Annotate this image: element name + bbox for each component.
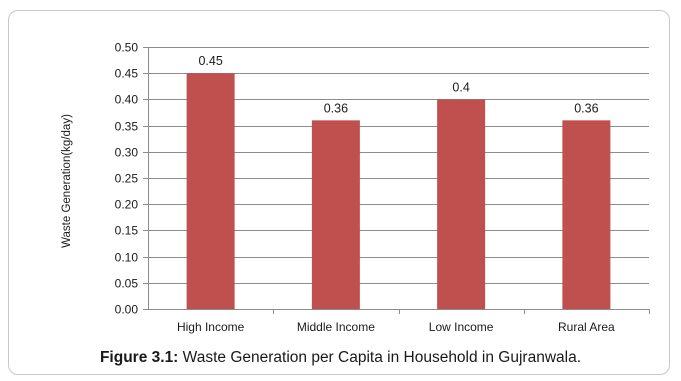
data-label: 0.36 [324,101,348,115]
y-tick-label: 0.10 [115,251,139,265]
y-tick-label: 0.45 [115,67,139,81]
data-label: 0.36 [574,101,598,115]
y-tick-label: 0.50 [115,41,139,55]
caption-label: Figure 3.1: [99,349,179,366]
figure-caption: Figure 3.1: Waste Generation per Capita … [0,349,681,367]
y-tick-label: 0.15 [115,224,139,238]
caption-text: Waste Generation per Capita in Household… [178,349,582,366]
y-tick-label: 0.25 [115,172,139,186]
bar [437,99,486,310]
x-tick-label: Low Income [429,320,494,334]
y-axis-label: Waste Generation(kg/day) [61,114,73,248]
y-tick-label: 0.30 [115,146,139,160]
y-axis-ticks: 0.00 0.05 0.10 0.15 0.20 0.25 0.30 0.35 0.40 0.45… [115,41,139,317]
y-tick-label: 0.00 [115,303,139,317]
y-tick-label: 0.40 [115,93,139,107]
bar [562,120,611,309]
x-tick-label: High Income [177,320,245,334]
data-label: 0.45 [198,54,222,68]
x-axis-ticks: High Income Middle Income Low Income Rural … [177,320,615,334]
data-labels: 0.45 0.36 0.4 0.36 [198,54,598,115]
data-label: 0.4 [452,80,469,94]
x-tick-label: Middle Income [297,320,375,334]
y-tick-label: 0.35 [115,120,139,134]
y-tick-label: 0.05 [115,277,139,291]
y-tick-label: 0.20 [115,198,139,212]
bars [186,73,611,310]
bar [311,120,360,309]
bar [186,73,235,309]
x-tick-label: Rural Area [558,320,615,334]
